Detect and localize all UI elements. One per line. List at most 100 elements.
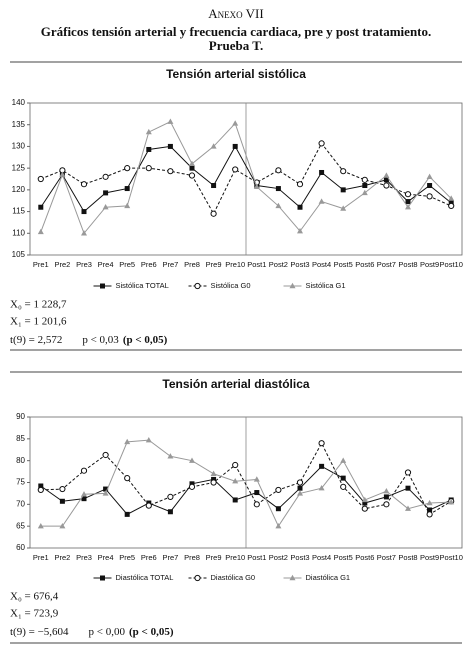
point bbox=[340, 168, 347, 175]
x-tick-label: Pre10 bbox=[225, 260, 245, 269]
y-tick-label: 110 bbox=[12, 228, 25, 237]
point bbox=[361, 505, 368, 512]
point bbox=[232, 143, 238, 149]
point bbox=[361, 496, 368, 503]
point bbox=[448, 202, 455, 210]
point bbox=[253, 183, 260, 190]
x-tick-label: Post7 bbox=[377, 260, 396, 269]
x-tick-label: Post1 bbox=[247, 260, 266, 269]
point bbox=[81, 491, 87, 497]
point bbox=[102, 173, 109, 180]
y-tick-label: 135 bbox=[12, 120, 26, 129]
point bbox=[405, 485, 411, 491]
point bbox=[124, 475, 131, 482]
x-tick-label: Pre5 bbox=[119, 260, 135, 269]
y-tick-label: 80 bbox=[16, 456, 25, 465]
point bbox=[427, 507, 433, 513]
x-tick-label: Post4 bbox=[312, 553, 331, 562]
test-p: p < 0,03 bbox=[82, 334, 119, 346]
point bbox=[232, 166, 239, 173]
point bbox=[38, 483, 44, 489]
x-tick-label: Post9 bbox=[420, 553, 439, 562]
legend-label: Sistólica G1 bbox=[306, 281, 346, 290]
x-tick-label: Pre4 bbox=[98, 553, 114, 562]
x-tick-label: Pre6 bbox=[141, 553, 157, 562]
series-line bbox=[40, 439, 452, 528]
point bbox=[80, 181, 88, 188]
point bbox=[383, 182, 390, 189]
point bbox=[124, 511, 130, 517]
x-tick-label: Pre9 bbox=[206, 260, 222, 269]
test-statistic: t(9) = 2,572 bbox=[10, 334, 62, 346]
x-tick-label: Post8 bbox=[398, 553, 417, 562]
point bbox=[405, 204, 411, 210]
point bbox=[232, 461, 239, 469]
point bbox=[275, 167, 282, 174]
point bbox=[253, 476, 260, 482]
test-criterion: (p < 0,05) bbox=[129, 626, 174, 638]
point bbox=[102, 204, 109, 210]
point bbox=[232, 477, 239, 484]
chart-title: Tensión arterial sistólica bbox=[166, 67, 306, 81]
point bbox=[124, 165, 131, 172]
stat-line: X₀ = 1 228,7 bbox=[10, 299, 67, 311]
x-tick-label: Post5 bbox=[334, 260, 353, 269]
point bbox=[102, 451, 109, 459]
point bbox=[37, 175, 44, 183]
point bbox=[188, 483, 196, 490]
legend-marker bbox=[100, 575, 105, 581]
x-tick-label: Post2 bbox=[269, 553, 288, 562]
stat-line: X₁ = 723,9 bbox=[10, 608, 59, 620]
point bbox=[210, 479, 217, 486]
series-line bbox=[40, 145, 452, 213]
y-tick-label: 140 bbox=[12, 98, 26, 107]
point bbox=[340, 483, 347, 490]
point bbox=[59, 498, 65, 504]
test-statistic: t(9) = −5,604 bbox=[10, 626, 69, 638]
point bbox=[124, 186, 130, 192]
legend-marker bbox=[289, 574, 296, 581]
point bbox=[81, 496, 87, 502]
point bbox=[296, 479, 304, 486]
x-tick-label: Post9 bbox=[420, 260, 439, 269]
x-tick-label: Post6 bbox=[355, 260, 374, 269]
point bbox=[37, 522, 44, 529]
x-tick-label: Pre7 bbox=[162, 260, 178, 269]
point bbox=[37, 486, 44, 494]
point bbox=[167, 493, 174, 501]
point bbox=[275, 186, 281, 192]
x-tick-label: Post10 bbox=[440, 553, 463, 562]
point bbox=[253, 501, 260, 508]
x-tick-label: Pre7 bbox=[162, 553, 178, 562]
legend-label: Diastólica TOTAL bbox=[116, 573, 174, 582]
point bbox=[361, 189, 368, 196]
point bbox=[102, 490, 109, 496]
test-line: t(9) = 2,572 p < 0,03 (p < 0,05) bbox=[10, 334, 168, 346]
y-tick-label: 60 bbox=[16, 543, 25, 552]
x-tick-label: Pre9 bbox=[206, 553, 222, 562]
point bbox=[59, 171, 66, 177]
y-tick-label: 105 bbox=[12, 250, 26, 259]
series-line bbox=[40, 121, 452, 235]
test-line: t(9) = −5,604 p < 0,00 (p < 0,05) bbox=[10, 626, 174, 638]
stat-line: X₁ = 1 201,6 bbox=[10, 316, 67, 328]
point bbox=[254, 490, 260, 496]
legend-marker bbox=[289, 282, 296, 289]
point bbox=[232, 120, 239, 126]
point bbox=[38, 204, 44, 210]
point bbox=[340, 205, 347, 211]
point bbox=[404, 191, 412, 198]
point bbox=[448, 195, 455, 201]
series-line bbox=[40, 142, 452, 215]
x-tick-label: Pre1 bbox=[33, 553, 49, 562]
x-tick-label: Pre8 bbox=[184, 260, 200, 269]
x-tick-label: Post1 bbox=[247, 553, 266, 562]
series-line bbox=[40, 465, 452, 516]
x-tick-label: Pre10 bbox=[225, 553, 245, 562]
series-line bbox=[40, 442, 452, 516]
x-tick-label: Post6 bbox=[355, 553, 374, 562]
point bbox=[145, 128, 152, 135]
x-tick-label: Post10 bbox=[440, 260, 463, 269]
point bbox=[318, 440, 325, 447]
